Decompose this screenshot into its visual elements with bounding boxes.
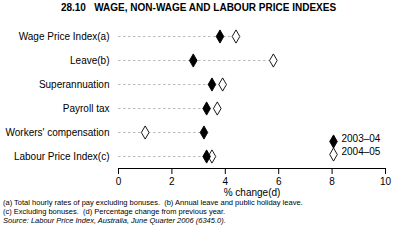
svg-text:Payroll tax: Payroll tax bbox=[63, 103, 110, 114]
svg-text:8: 8 bbox=[329, 176, 335, 187]
svg-text:Superannuation: Superannuation bbox=[39, 79, 110, 90]
svg-text:0: 0 bbox=[116, 176, 122, 187]
svg-text:% change(d): % change(d) bbox=[224, 187, 281, 198]
svg-text:Labour Price Index(c): Labour Price Index(c) bbox=[14, 151, 110, 162]
svg-text:Leave(b): Leave(b) bbox=[70, 55, 109, 66]
html-text:(a) Total hourly rates of pay: (a) Total hourly rates of pay excluding … bbox=[3, 198, 303, 207]
svg-text:Workers' compensation: Workers' compensation bbox=[6, 127, 110, 138]
svg-text:Wage Price Index(a): Wage Price Index(a) bbox=[19, 31, 110, 42]
svg-text:4: 4 bbox=[223, 176, 229, 187]
svg-text:2: 2 bbox=[169, 176, 175, 187]
svg-text:2003–04: 2003–04 bbox=[342, 133, 381, 144]
svg-text:2004–05: 2004–05 bbox=[342, 146, 381, 157]
html-text:Source: Labour Price Index, Au: Source: Labour Price Index, Australia, J… bbox=[3, 216, 226, 225]
html-text:(c) Excluding bonuses. (d) Per: (c) Excluding bonuses. (d) Percentage ch… bbox=[3, 207, 226, 216]
html-text:28.10 WAGE, NON-WAGE AND LABOU: 28.10 WAGE, NON-WAGE AND LABOUR PRICE IN… bbox=[60, 2, 337, 13]
svg-text:10: 10 bbox=[380, 176, 392, 187]
svg-text:6: 6 bbox=[276, 176, 282, 187]
